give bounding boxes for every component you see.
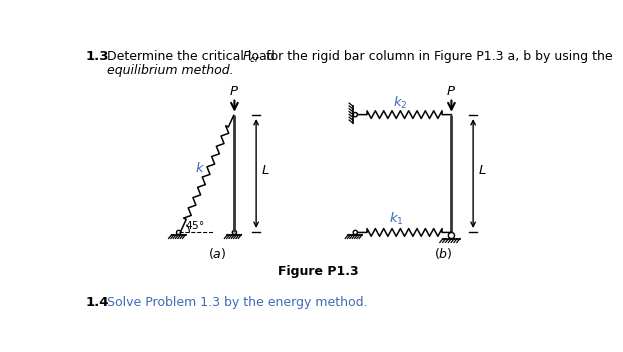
Text: 1.4: 1.4 [85,296,109,309]
Text: Determine the critical load: Determine the critical load [107,50,279,63]
Text: $(a)$: $(a)$ [208,246,227,261]
Text: $L$: $L$ [478,164,487,176]
Text: $P$: $P$ [446,84,456,98]
Text: for the rigid bar column in Figure P1.3 a, b by using the: for the rigid bar column in Figure P1.3 … [262,50,613,63]
Text: $L$: $L$ [261,164,269,176]
Text: 1.3: 1.3 [85,50,109,63]
Text: $k$: $k$ [195,161,205,175]
Text: Figure P1.3: Figure P1.3 [278,265,358,278]
Text: equilibrium method.: equilibrium method. [107,64,234,77]
Text: Solve Problem 1.3 by the energy method.: Solve Problem 1.3 by the energy method. [107,296,368,309]
Text: $P_{cr}$: $P_{cr}$ [242,50,260,65]
Text: $45°$: $45°$ [185,219,204,231]
Text: $k_2$: $k_2$ [393,95,407,111]
Text: $P$: $P$ [229,84,239,98]
Text: $k_1$: $k_1$ [389,211,404,227]
Text: $(b)$: $(b)$ [434,246,453,261]
